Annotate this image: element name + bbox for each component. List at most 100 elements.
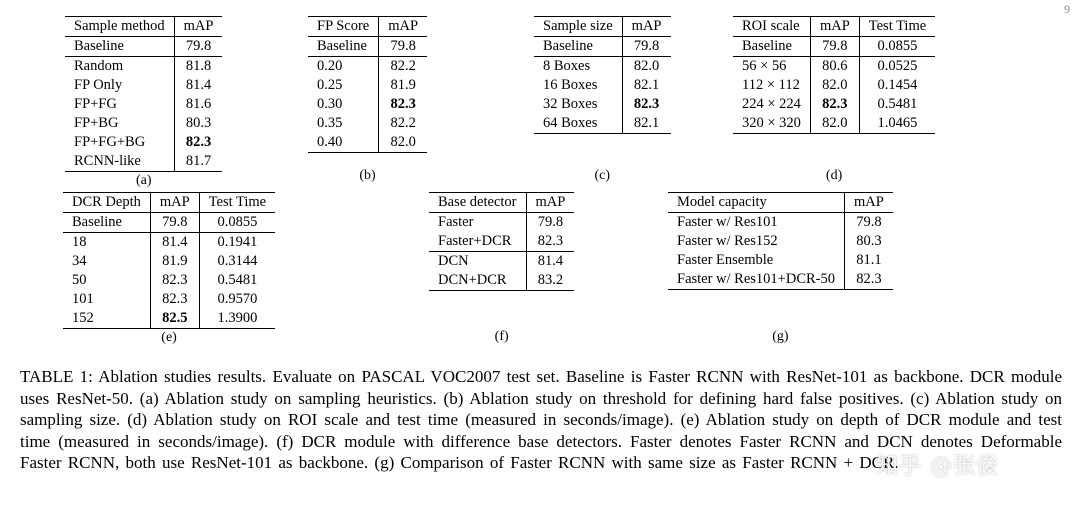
column-header: mAP (809, 16, 860, 37)
table-cell: 81.9 (378, 76, 428, 95)
column-header: mAP (378, 16, 428, 37)
column-header: mAP (844, 192, 893, 213)
table-b: FP Score mAP Baseline 79.8 0.20 82.2 0.25 81.9 0… (308, 16, 428, 153)
table-cell: 82.0 (378, 133, 428, 153)
table-cell: 82.5 (149, 309, 200, 329)
table-cell: 79.8 (809, 36, 860, 57)
table-cell: 1.0465 (858, 114, 936, 134)
table-cell: 82.3 (525, 232, 575, 252)
table-cell: 79.8 (844, 212, 893, 232)
table-row: Faster 79.8 (429, 212, 575, 232)
subtable-e-label: (e) (161, 330, 177, 345)
table-cell: 81.9 (149, 252, 200, 271)
table-cell: 79.8 (525, 212, 575, 232)
table-cell: 18 (72, 234, 87, 250)
table-cell: Faster w/ Res101+DCR-50 (677, 271, 836, 287)
subtable-a: Sample method mAP Baseline 79.8 Random 81.8 FP… (65, 16, 223, 188)
table-cell: 80.3 (844, 232, 893, 251)
table-cell: 79.8 (378, 36, 428, 57)
watermark: 知乎 @张俊 (876, 454, 999, 479)
table-cell: 101 (72, 291, 94, 307)
table-cell: 0.40 (317, 134, 343, 150)
subtable-d-label: (d) (825, 168, 843, 183)
table-cell: 0.0855 (198, 212, 276, 233)
table-row: 16 Boxes 82.1 (534, 76, 671, 95)
table-row: DCN 81.4 (429, 251, 575, 271)
table-cell: 81.8 (173, 56, 223, 76)
table-cell: 81.6 (173, 95, 223, 114)
table-cell: 80.3 (173, 114, 223, 133)
subtable-row-bottom: DCR Depth mAP Test Time Baseline 79.8 0.0855 1… (0, 192, 1080, 345)
table-cell: 79.8 (149, 212, 200, 233)
table-cell: 82.1 (621, 114, 671, 134)
table-row: 50 82.3 0.5481 (63, 271, 276, 290)
table-row: 34 81.9 0.3144 (63, 252, 276, 271)
table-header-row: Model capacity mAP (668, 192, 893, 213)
table-c: Sample size mAP Baseline 79.8 8 Boxes 82.0 16 … (534, 16, 671, 134)
table-cell: 0.5481 (198, 271, 276, 290)
table-cell: Baseline (72, 214, 122, 230)
subtable-b-label: (b) (359, 168, 376, 183)
table-d: ROI scale mAP Test Time Baseline 79.8 0.0855 5… (733, 16, 936, 134)
table-cell: 0.30 (317, 96, 343, 112)
table-row: DCN+DCR 83.2 (429, 271, 575, 291)
table-cell: 0.5481 (858, 95, 936, 114)
table-cell: 82.3 (844, 270, 893, 290)
column-header: mAP (621, 16, 671, 37)
table-header-row: Sample method mAP (65, 16, 223, 37)
table-header-row: DCR Depth mAP Test Time (63, 192, 276, 213)
table-cell: 1.3900 (198, 309, 276, 329)
table-cell: 50 (72, 272, 87, 288)
table-cell: Baseline (317, 38, 367, 54)
table-row: FP+FG 81.6 (65, 95, 223, 114)
table-cell: 82.3 (621, 95, 671, 114)
column-header: Base detector (438, 194, 517, 210)
table-cell: Faster+DCR (438, 233, 512, 249)
subtable-b-mount: FP Score mAP Baseline 79.8 0.20 82.2 0.25 81.9 0… (308, 16, 428, 153)
table-header-row: FP Score mAP (308, 16, 428, 37)
table-row: 56 × 56 80.6 0.0525 (733, 56, 936, 76)
subtable-g: Model capacity mAP Faster w/ Res101 79.8 Fas… (668, 192, 893, 345)
table-cell: 82.3 (149, 290, 200, 309)
table-cell: 82.0 (621, 56, 671, 76)
table-cell: 79.8 (621, 36, 671, 57)
table-cell: 320 × 320 (742, 115, 801, 131)
table-cell: 0.1454 (858, 76, 936, 95)
table-f: Base detector mAP Faster 79.8 Faster+DCR 82.3… (429, 192, 575, 291)
table-header-row: ROI scale mAP Test Time (733, 16, 936, 37)
table-cell: 81.1 (844, 251, 893, 270)
subtable-f: Base detector mAP Faster 79.8 Faster+DCR 82.3… (429, 192, 575, 345)
table-cell: FP+FG (74, 96, 117, 112)
table-cell: 16 Boxes (543, 77, 598, 93)
column-header: Model capacity (677, 194, 767, 210)
table-row: Faster w/ Res101 79.8 (668, 212, 893, 232)
column-header: FP Score (317, 18, 370, 34)
subtable-b: FP Score mAP Baseline 79.8 0.20 82.2 0.25 81.9 0… (308, 16, 428, 184)
table-cell: Faster w/ Res101 (677, 214, 778, 230)
subtable-g-mount: Model capacity mAP Faster w/ Res101 79.8 Fas… (668, 192, 893, 290)
table-cell: 0.9570 (198, 290, 276, 309)
table-cell: Faster (438, 214, 474, 230)
subtable-e-mount: DCR Depth mAP Test Time Baseline 79.8 0.0855 1… (63, 192, 276, 329)
table-row: Faster w/ Res101+DCR-50 82.3 (668, 270, 893, 290)
table-cell: DCN+DCR (438, 272, 507, 288)
subtable-f-mount: Base detector mAP Faster 79.8 Faster+DCR 82.3… (429, 192, 575, 291)
table-cell: 224 × 224 (742, 96, 801, 112)
table-cell: 82.3 (149, 271, 200, 290)
table-cell: 83.2 (525, 271, 575, 291)
table-cell: Faster Ensemble (677, 252, 774, 268)
subtable-c-label: (c) (594, 168, 611, 183)
subtable-d-mount: ROI scale mAP Test Time Baseline 79.8 0.0855 5… (733, 16, 936, 134)
table-cell: 64 Boxes (543, 115, 598, 131)
table-row: Baseline 79.8 0.0855 (733, 36, 936, 57)
table-g: Model capacity mAP Faster w/ Res101 79.8 Fas… (668, 192, 893, 290)
column-header: Sample method (74, 18, 165, 34)
subtable-c-mount: Sample size mAP Baseline 79.8 8 Boxes 82.0 16 … (534, 16, 671, 134)
table-row: FP+BG 80.3 (65, 114, 223, 133)
table-row: 32 Boxes 82.3 (534, 95, 671, 114)
subtable-g-label: (g) (772, 329, 789, 344)
table-cell: 34 (72, 253, 87, 269)
column-header: mAP (149, 192, 200, 213)
table-row: 152 82.5 1.3900 (63, 309, 276, 329)
table-cell: FP+FG+BG (74, 134, 146, 150)
